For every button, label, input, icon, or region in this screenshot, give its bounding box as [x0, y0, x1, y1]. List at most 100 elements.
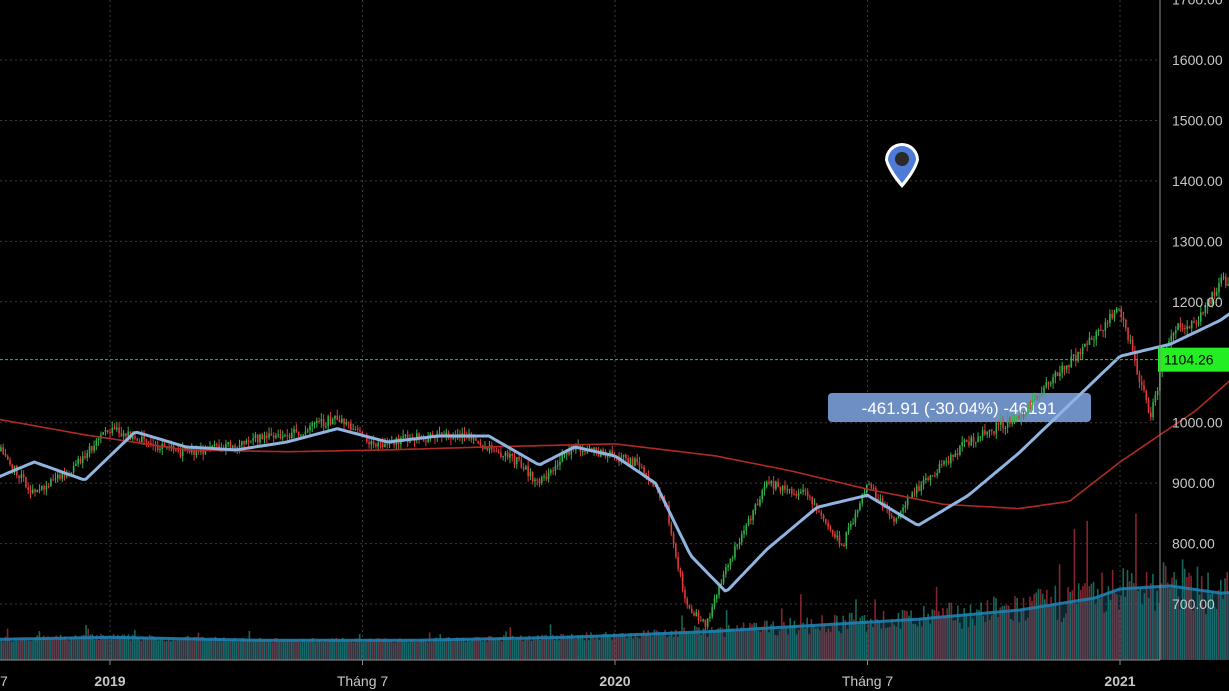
volume-bar — [1211, 590, 1214, 660]
volume-bar — [702, 628, 705, 660]
candle-body — [770, 481, 773, 484]
candle-body — [27, 487, 29, 490]
candle-body — [1177, 323, 1179, 331]
candle-body — [1134, 350, 1136, 361]
volume-bar — [151, 635, 153, 660]
volume-bar — [61, 639, 64, 660]
volume-bar — [763, 620, 766, 660]
volume-bar — [21, 639, 24, 660]
y-tick-label: 900.00 — [1172, 475, 1215, 491]
volume-bar — [91, 634, 94, 660]
volume-bar — [615, 634, 618, 660]
volume-bar — [288, 640, 291, 660]
volume-bar — [793, 620, 796, 660]
candle-body — [227, 442, 229, 445]
volume-bar — [78, 637, 81, 660]
candle-body — [256, 434, 259, 443]
volume-bar — [500, 641, 503, 660]
volume-bar — [1012, 620, 1014, 660]
volume-bar — [874, 599, 876, 660]
volume-bar — [1054, 585, 1057, 660]
marker-layer[interactable] — [885, 143, 919, 188]
candle-body — [1150, 412, 1152, 418]
candle-body — [584, 451, 586, 453]
volume-bar — [295, 640, 297, 660]
volume-bar — [27, 640, 30, 660]
candle-body — [963, 439, 966, 443]
candle-body — [213, 444, 216, 446]
candle-body — [540, 476, 543, 484]
candle-body — [379, 442, 382, 444]
volume-bar — [812, 625, 815, 660]
volume-bar — [993, 596, 995, 660]
volume-bar — [187, 635, 189, 660]
volume-bar — [727, 625, 730, 660]
volume-bar — [677, 636, 679, 660]
volume-bar — [140, 640, 143, 660]
candle-body — [952, 454, 954, 457]
candle-body — [275, 435, 277, 438]
volume-bar — [1149, 583, 1152, 660]
candle-body — [315, 420, 318, 424]
volume-bar — [354, 638, 357, 660]
volume-bar — [127, 634, 130, 660]
candle-body — [450, 438, 452, 440]
candle-body — [927, 478, 929, 481]
candle-body — [1045, 382, 1048, 388]
candle-body — [509, 454, 511, 458]
candle-body — [922, 479, 925, 485]
volume-bar — [1065, 613, 1067, 660]
volume-bar — [301, 638, 304, 660]
candle-body — [870, 484, 873, 488]
candle-body — [0, 447, 2, 452]
volume-bar — [1147, 598, 1150, 660]
volume-bar — [184, 636, 187, 660]
candle-body — [254, 434, 257, 439]
volume-bar — [257, 638, 259, 660]
volume-bar — [522, 641, 524, 660]
volume-bar — [778, 630, 781, 660]
candle-body — [236, 447, 239, 449]
candle-body — [852, 523, 854, 525]
volume-bar — [507, 637, 509, 660]
volume-bar — [1005, 604, 1008, 660]
volume-bar — [443, 639, 446, 660]
candle-body — [563, 454, 566, 456]
candle-body — [336, 415, 339, 420]
candle-body — [1204, 306, 1207, 314]
volume-bar — [44, 638, 47, 660]
volume-bar — [97, 640, 100, 660]
volume-bar — [1160, 583, 1163, 660]
candle-body — [629, 458, 632, 465]
volume-bar — [1141, 604, 1144, 660]
volume-bar — [386, 640, 389, 660]
volume-bar — [564, 638, 567, 660]
candle-body — [304, 431, 307, 435]
candle-body — [6, 456, 9, 460]
volume-bar — [783, 621, 785, 660]
candle-body — [343, 418, 345, 425]
volume-bar — [161, 637, 164, 660]
candle-body — [627, 458, 629, 465]
volume-bar — [481, 641, 484, 660]
candle-body — [41, 485, 43, 490]
volume-bar — [850, 612, 853, 660]
volume-bar — [995, 598, 997, 660]
volume-bar — [776, 635, 779, 660]
candle-body — [179, 451, 182, 457]
candle-body — [156, 446, 159, 451]
candle-body — [1131, 339, 1134, 351]
candle-body — [804, 489, 807, 491]
candle-body — [550, 470, 552, 473]
volume-bar — [30, 640, 32, 660]
volume-bar — [1222, 598, 1224, 660]
volume-bar — [795, 634, 798, 660]
volume-bar — [768, 632, 770, 660]
candle-body — [1011, 419, 1013, 424]
volume-bar — [738, 630, 741, 660]
volume-bar — [57, 638, 60, 660]
candle-body — [1215, 292, 1218, 296]
volume-bar — [492, 637, 495, 660]
volume-bar — [791, 624, 794, 660]
